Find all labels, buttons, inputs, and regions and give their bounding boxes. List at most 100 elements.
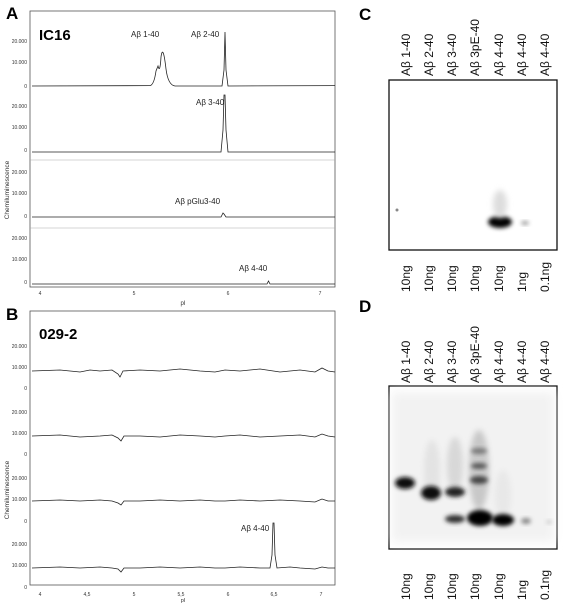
amount-label: 10ng [492, 265, 506, 292]
panel-a-y-axis-label: Chemiluminescence [4, 160, 11, 219]
panel-b: B 029-2 20.000 10.000 0 20.000 10.000 0 … [4, 305, 336, 603]
blot-band [421, 486, 441, 500]
trace-a-track2 [32, 94, 335, 153]
lane-label: Aβ 4-40 [538, 340, 552, 383]
y-tick-label: 0 [24, 519, 27, 525]
y-tick-label: 20.000 [12, 542, 28, 548]
blot-band [471, 448, 487, 454]
y-tick-label: 0 [24, 280, 27, 286]
peak-label: Aβ 2-40 [191, 30, 220, 39]
x-tick-label: 4 [39, 291, 42, 297]
lane-label: Aβ 4-40 [515, 340, 529, 383]
panel-c-blot-frame [388, 79, 558, 251]
x-tick-label: 5,5 [178, 592, 185, 598]
amount-label: 1ng [515, 272, 529, 292]
y-tick-label: 20.000 [12, 39, 28, 45]
trace-a-track1 [31, 31, 336, 87]
blot-smear [495, 470, 511, 520]
blot-speck [395, 208, 399, 212]
x-tick-label: 6 [227, 291, 230, 297]
x-tick-label: 7 [319, 291, 322, 297]
panel-a: A IC16 20.000 10.000 0 20.000 10.000 0 2… [4, 4, 336, 307]
lane-label: Aβ 3-40 [445, 340, 459, 383]
blot-band [445, 487, 465, 497]
panel-a-letter: A [6, 4, 18, 23]
y-tick-label: 10.000 [12, 365, 28, 371]
panel-c-letter: C [359, 5, 371, 24]
y-tick-label: 0 [24, 585, 27, 591]
blot-band [470, 476, 488, 484]
peak-label: Aβ 4-40 [241, 524, 270, 533]
lane-label: Aβ 3-40 [445, 33, 459, 76]
lane-label: Aβ 4-40 [492, 340, 506, 383]
amount-label: 10ng [422, 265, 436, 292]
amount-label: 10ng [445, 265, 459, 292]
amount-label: 10ng [399, 265, 413, 292]
lane-label: Aβ 1-40 [399, 33, 413, 76]
peak-label: Aβ 4-40 [239, 264, 268, 273]
panel-d-letter: D [359, 297, 371, 316]
amount-label: 10ng [492, 573, 506, 600]
peak-label: Aβ pGlu3-40 [175, 197, 221, 206]
y-tick-label: 10.000 [12, 125, 28, 131]
panel-c: C Aβ 1-40 Aβ 2-40 Aβ 3-40 Aβ 3pE-40 Aβ 4… [359, 5, 558, 292]
peak-label: Aβ 1-40 [131, 30, 160, 39]
x-tick-label: 7 [320, 592, 323, 598]
x-tick-label: 4,5 [84, 592, 91, 598]
blot-smear [447, 437, 463, 493]
amount-label: 1ng [515, 580, 529, 600]
amount-label: 0.1ng [538, 570, 552, 600]
x-tick-label: 6 [227, 592, 230, 598]
amount-label: 10ng [399, 573, 413, 600]
panel-a-x-axis-label: pI [180, 301, 185, 307]
trace-b-track2 [31, 433, 336, 442]
x-tick-label: 6,5 [271, 592, 278, 598]
blot-band [445, 515, 465, 523]
blot-band [471, 463, 487, 469]
y-tick-label: 20.000 [12, 476, 28, 482]
amount-label: 10ng [468, 573, 482, 600]
y-tick-label: 10.000 [12, 563, 28, 569]
blot-band [488, 216, 512, 228]
amount-label: 10ng [422, 573, 436, 600]
y-tick-label: 20.000 [12, 170, 28, 176]
lane-label: Aβ 1-40 [399, 340, 413, 383]
y-tick-label: 10.000 [12, 60, 28, 66]
x-tick-label: 5 [133, 592, 136, 598]
panel-b-sample-label: 029-2 [39, 326, 77, 343]
panel-b-letter: B [6, 305, 18, 324]
trace-b-track4 [31, 522, 335, 573]
amount-label: 10ng [445, 573, 459, 600]
blot-smear [469, 430, 489, 510]
blot-band [521, 221, 529, 225]
y-tick-label: 0 [24, 452, 27, 458]
peak-label: Aβ 3-40 [196, 98, 225, 107]
panel-a-sample-label: IC16 [39, 27, 71, 44]
amount-label: 0.1ng [538, 262, 552, 292]
blot-band [467, 510, 493, 526]
y-tick-label: 20.000 [12, 104, 28, 110]
y-tick-label: 10.000 [12, 191, 28, 197]
panel-b-frame [29, 310, 336, 586]
x-tick-label: 4 [39, 592, 42, 598]
y-tick-label: 0 [24, 148, 27, 154]
x-tick-label: 5 [133, 291, 136, 297]
lane-label: Aβ 4-40 [492, 33, 506, 76]
y-tick-label: 10.000 [12, 497, 28, 503]
y-tick-label: 20.000 [12, 236, 28, 242]
blot-band [492, 514, 514, 526]
trace-b-track1 [31, 367, 336, 378]
blot-smear [493, 190, 507, 218]
amount-label: 10ng [468, 265, 482, 292]
lane-label: Aβ 4-40 [538, 33, 552, 76]
panel-b-x-axis-label: pI [181, 598, 186, 603]
panel-d: D Aβ 1-40 Aβ 2-40 Aβ 3-40 Aβ 3pE-40 Aβ 4… [359, 297, 558, 600]
y-tick-label: 10.000 [12, 257, 28, 263]
blot-band [521, 518, 531, 524]
trace-a-track4 [32, 280, 335, 285]
lane-label: Aβ 3pE-40 [468, 326, 482, 383]
trace-b-track3 [31, 498, 335, 506]
y-tick-label: 20.000 [12, 344, 28, 350]
lane-label: Aβ 2-40 [422, 33, 436, 76]
